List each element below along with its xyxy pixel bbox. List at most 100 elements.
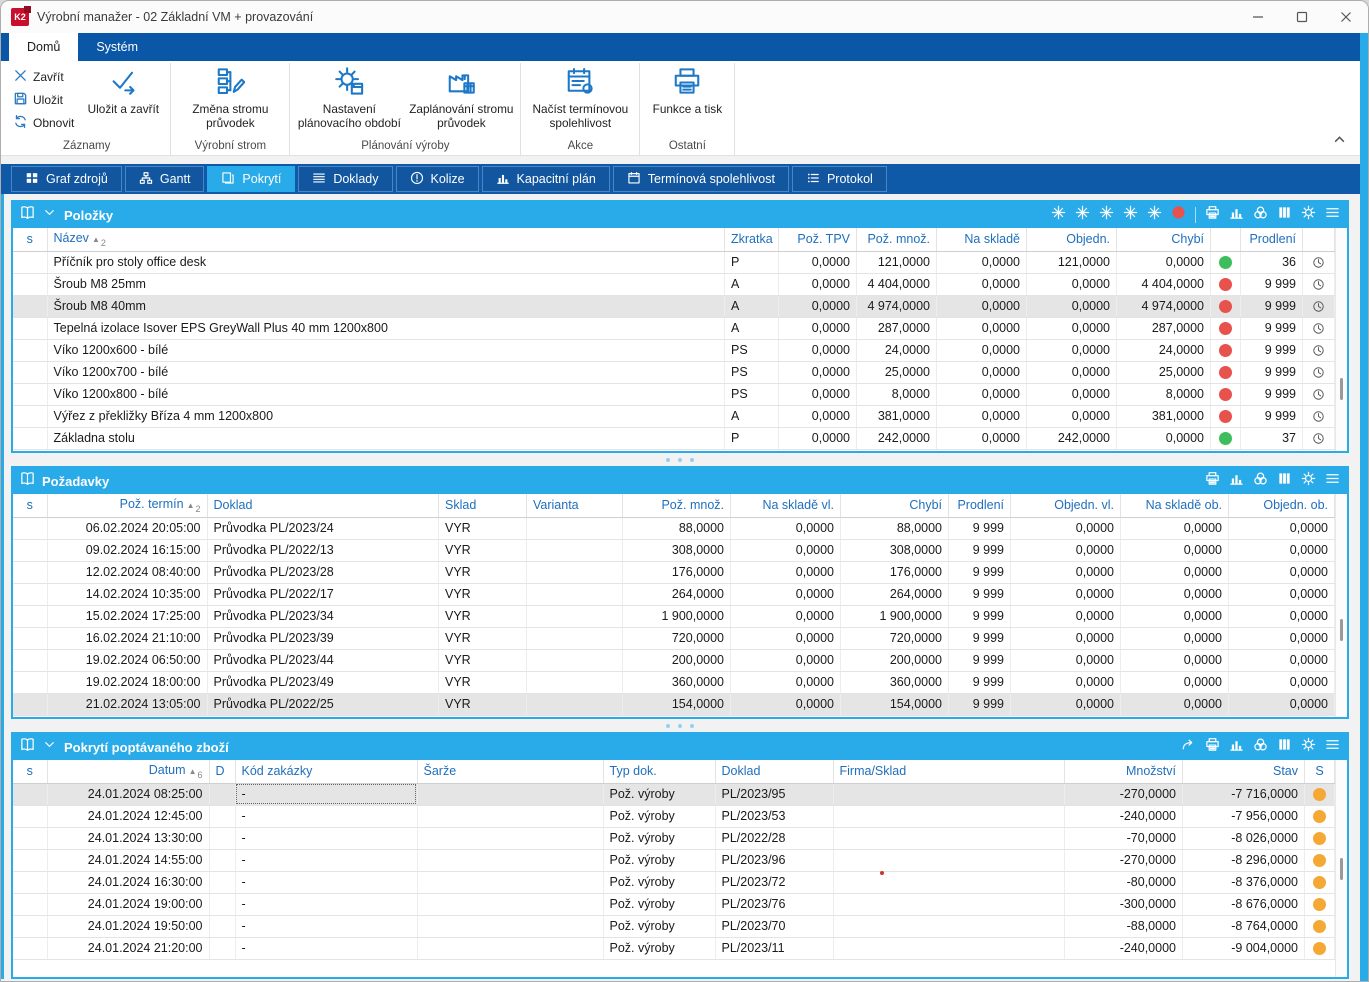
ribbon-button[interactable]: Uložit a zavřít	[79, 63, 167, 139]
table-row[interactable]: 09.02.2024 16:15:00 Průvodka PL/2022/13 VY…	[13, 539, 1335, 562]
ribbon-button[interactable]: Načíst termínovou spolehlivost	[524, 63, 636, 139]
snowflake-icon[interactable]	[1123, 205, 1138, 225]
table-row[interactable]: 12.02.2024 08:40:00 Průvodka PL/2023/28 VY…	[13, 561, 1335, 584]
chart-icon[interactable]	[1229, 471, 1244, 491]
snowflake-icon[interactable]	[1075, 205, 1090, 225]
column-header[interactable]: Stav	[1182, 760, 1305, 784]
table-row[interactable]: 16.02.2024 21:10:00 Průvodka PL/2023/39 VY…	[13, 627, 1335, 650]
column-header[interactable]: s	[13, 228, 48, 252]
chart-icon[interactable]	[1229, 737, 1244, 757]
ribbon-button[interactable]: Zaplánování stromu průvodek	[405, 63, 517, 139]
table-row[interactable]: Výřez z překližky Bříza 4 mm 1200x800 A 0,…	[13, 405, 1335, 428]
view-tab-gantt[interactable]: Gantt	[124, 166, 205, 192]
panel-scrollbar[interactable]	[1335, 760, 1347, 977]
column-header[interactable]: Objedn. vl.	[1010, 494, 1121, 518]
table-row[interactable]: Víko 1200x700 - bílé PS 0,0000 25,0000 0,000…	[13, 361, 1335, 384]
uložit-button[interactable]: Uložit	[10, 90, 77, 110]
column-header[interactable]: Prodlení	[1240, 228, 1303, 252]
table-row[interactable]: Šroub M8 40mm A 0,0000 4 974,0000 0,0000 0,00…	[13, 295, 1335, 318]
gear-icon[interactable]	[1301, 737, 1316, 757]
table-row[interactable]: 24.01.2024 21:20:00 - Pož. výroby PL/2023/1…	[13, 937, 1335, 960]
table-row[interactable]: 24.01.2024 12:45:00 - Pož. výroby PL/2023/5…	[13, 805, 1335, 828]
column-header[interactable]: Pož. TPV	[778, 228, 857, 252]
menu-icon[interactable]	[1325, 737, 1340, 757]
table-row[interactable]: Tepelná izolace Isover EPS GreyWall Plus…	[13, 317, 1335, 340]
panel-splitter[interactable]	[11, 719, 1349, 732]
panel-splitter[interactable]	[11, 453, 1349, 466]
table-row[interactable]: 24.01.2024 19:50:00 - Pož. výroby PL/2023/7…	[13, 915, 1335, 938]
ribbon-button[interactable]: Funkce a tisk	[643, 63, 731, 139]
column-header[interactable]: Varianta	[526, 494, 623, 518]
view-tab-graf-zdroj-[interactable]: Graf zdrojů	[11, 166, 122, 192]
menu-icon[interactable]	[1325, 205, 1340, 225]
column-header[interactable]: Chybí	[1116, 228, 1211, 252]
columns-icon[interactable]	[1277, 737, 1292, 757]
column-header[interactable]: Prodlení	[948, 494, 1011, 518]
column-header[interactable]: Objedn. ob.	[1228, 494, 1335, 518]
column-header[interactable]: Pož. množ.	[856, 228, 937, 252]
gear-icon[interactable]	[1301, 471, 1316, 491]
column-header[interactable]	[1302, 228, 1335, 252]
table-row[interactable]: Základna stolu P 0,0000 242,0000 0,0000 242,0…	[13, 427, 1335, 450]
panel-scrollbar[interactable]	[1335, 494, 1347, 717]
table-row[interactable]: 19.02.2024 06:50:00 Průvodka PL/2023/44 VY…	[13, 649, 1335, 672]
menu-icon[interactable]	[1325, 471, 1340, 491]
column-header[interactable]: Chybí	[840, 494, 949, 518]
column-header[interactable]: Název ▲2	[47, 228, 725, 252]
column-header[interactable]: Typ dok.	[603, 760, 716, 784]
table-row[interactable]: 21.02.2024 13:05:00 Průvodka PL/2022/25 VY…	[13, 693, 1335, 716]
snowflake-icon[interactable]	[1147, 205, 1162, 225]
table-row[interactable]: 19.02.2024 18:00:00 Průvodka PL/2023/49 VY…	[13, 671, 1335, 694]
table-row[interactable]: 14.02.2024 10:35:00 Průvodka PL/2022/17 VY…	[13, 583, 1335, 606]
ribbon-tab-domů[interactable]: Domů	[9, 33, 79, 61]
columns-icon[interactable]	[1277, 471, 1292, 491]
view-tab-kapacitn-pl-n[interactable]: Kapacitní plán	[481, 166, 610, 192]
columns-icon[interactable]	[1277, 205, 1292, 225]
jump-arrow-icon[interactable]	[1181, 737, 1196, 757]
gear-icon[interactable]	[1301, 205, 1316, 225]
status-red-icon[interactable]	[1171, 205, 1186, 225]
column-header[interactable]: Na skladě vl.	[730, 494, 841, 518]
snowflake-icon[interactable]	[1099, 205, 1114, 225]
chevron-down-icon[interactable]	[42, 205, 57, 225]
ribbon-collapse-button[interactable]	[1333, 133, 1346, 151]
table-row[interactable]: 24.01.2024 13:30:00 - Pož. výroby PL/2022/2…	[13, 827, 1335, 850]
view-tab-pokryt-[interactable]: Pokrytí	[207, 166, 296, 192]
table-row[interactable]: 24.01.2024 08:25:00 - Pož. výroby PL/2023/9…	[13, 783, 1335, 806]
table-row[interactable]: Šroub M8 25mm A 0,0000 4 404,0000 0,0000 0,00…	[13, 273, 1335, 296]
column-header[interactable]: s	[13, 760, 48, 784]
zavřít-button[interactable]: Zavřít	[10, 67, 77, 87]
table-row[interactable]: 24.01.2024 14:55:00 - Pož. výroby PL/2023/9…	[13, 849, 1335, 872]
scrollbar-thumb[interactable]	[1340, 619, 1343, 641]
column-header[interactable]	[1210, 228, 1241, 252]
snowflake-icon[interactable]	[1051, 205, 1066, 225]
venn-icon[interactable]	[1253, 737, 1268, 757]
table-row[interactable]: 24.01.2024 19:00:00 - Pož. výroby PL/2023/7…	[13, 893, 1335, 916]
ribbon-button[interactable]: Nastavení plánovacího období	[293, 63, 405, 139]
column-header[interactable]: D	[209, 760, 236, 784]
venn-icon[interactable]	[1253, 471, 1268, 491]
column-header[interactable]: Objedn.	[1026, 228, 1117, 252]
column-header[interactable]: Na skladě	[936, 228, 1027, 252]
column-header[interactable]: Datum ▲6	[47, 760, 210, 784]
table-row[interactable]: Víko 1200x600 - bílé PS 0,0000 24,0000 0,000…	[13, 339, 1335, 362]
panel-scrollbar[interactable]	[1335, 228, 1347, 451]
obnovit-button[interactable]: Obnovit	[10, 113, 77, 133]
table-row[interactable]: Víko 1200x800 - bílé PS 0,0000 8,0000 0,0000…	[13, 383, 1335, 406]
column-header[interactable]: Zkratka	[724, 228, 779, 252]
table-row[interactable]: 24.01.2024 16:30:00 - Pož. výroby PL/2023/7…	[13, 871, 1335, 894]
column-header[interactable]: Pož. množ.	[622, 494, 731, 518]
chart-icon[interactable]	[1229, 205, 1244, 225]
column-header[interactable]: Na skladě ob.	[1120, 494, 1229, 518]
ribbon-button[interactable]: Změna stromu průvodek	[174, 63, 286, 139]
view-tab-term-nov-spolehlivost[interactable]: Termínová spolehlivost	[612, 166, 789, 192]
view-tab-kolize[interactable]: Kolize	[395, 166, 479, 192]
view-tab-doklady[interactable]: Doklady	[298, 166, 393, 192]
view-tab-protokol[interactable]: Protokol	[791, 166, 887, 192]
table-row[interactable]: 06.02.2024 20:05:00 Průvodka PL/2023/24 VY…	[13, 517, 1335, 540]
column-header[interactable]: s	[13, 494, 48, 518]
minimize-button[interactable]	[1236, 1, 1280, 33]
scrollbar-thumb[interactable]	[1340, 858, 1343, 880]
printer-icon[interactable]	[1205, 471, 1220, 491]
column-header[interactable]: Šarže	[417, 760, 604, 784]
